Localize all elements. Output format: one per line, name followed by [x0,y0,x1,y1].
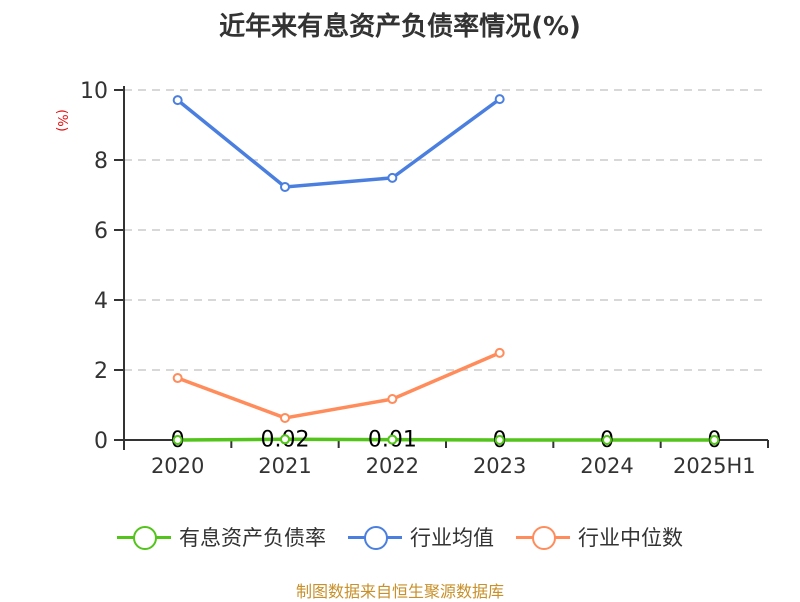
y-tick-label: 2 [94,359,108,384]
data-point [280,434,290,445]
chart-title: 近年来有息资产负债率情况(%) [219,12,581,42]
legend-label: 行业均值 [410,526,494,550]
x-tick-label: 2023 [473,454,526,478]
legend-item-industry-median[interactable]: 行业中位数 [516,520,683,554]
series-line [176,97,501,189]
data-point [709,435,720,445]
x-tick-label: 2025H1 [673,454,756,478]
series-line [177,437,715,442]
data-point [494,94,505,105]
legend-item-debt-ratio[interactable]: 有息资产负债率 [117,520,326,554]
legend-label: 有息资产负债率 [179,526,326,550]
y-tick-label: 10 [80,79,108,104]
x-tick-label: 2024 [580,454,633,478]
data-point [280,412,290,423]
y-tick-label: 8 [94,149,108,174]
legend-marker-icon [516,520,570,554]
data-point [280,181,290,192]
x-tick-label: 2022 [366,454,419,478]
chart-legend: 有息资产负债率 行业均值 行业中位数 [0,520,800,554]
x-tick-label: 2021 [258,454,311,478]
legend-label: 行业中位数 [578,526,683,550]
data-point [387,172,398,183]
data-source-note: 制图数据来自恒生聚源数据库 [295,582,504,601]
y-tick-label: 4 [94,289,108,314]
data-point [172,95,183,106]
data-point [494,435,505,445]
data-point [387,434,398,445]
data-point [387,394,398,405]
data-point [602,435,612,445]
data-point [494,347,505,358]
y-tick-label: 6 [94,219,108,244]
y-tick-label: 0 [94,429,108,454]
legend-item-industry-mean[interactable]: 行业均值 [348,520,494,554]
data-point [172,373,183,384]
legend-marker-icon [117,520,171,554]
x-tick-label: 2020 [151,454,204,478]
series-line [177,351,501,420]
legend-marker-icon [348,520,402,554]
data-point [172,435,183,445]
